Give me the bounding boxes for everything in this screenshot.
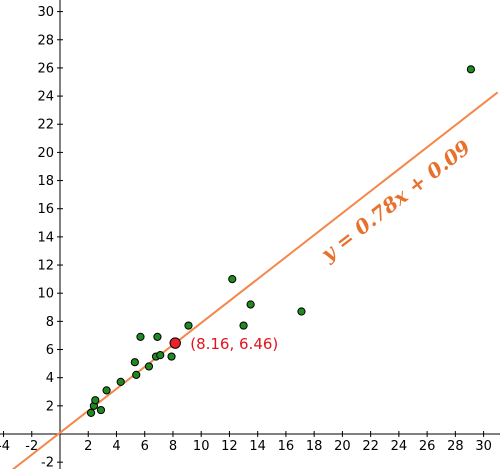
data-point <box>184 321 193 330</box>
data-point <box>136 332 145 341</box>
x-tick-label: 16 <box>278 439 295 454</box>
x-tick-label: 8 <box>169 439 177 454</box>
data-point <box>297 307 306 316</box>
x-tick-label: 12 <box>221 439 238 454</box>
x-tick-label: 6 <box>141 439 149 454</box>
y-tick-label: 14 <box>37 230 54 245</box>
regression-line-group <box>11 91 499 469</box>
y-tick-label: 20 <box>37 146 54 161</box>
data-point <box>96 405 106 415</box>
x-tick-label: 28 <box>447 439 464 454</box>
data-point <box>91 396 100 405</box>
y-tick-label: 28 <box>37 33 54 48</box>
data-point <box>86 408 96 417</box>
x-tick-label: -4 <box>0 439 10 454</box>
x-tick-label: -2 <box>25 439 38 454</box>
y-tick-label: 26 <box>37 61 54 76</box>
x-tick-label: 10 <box>193 439 210 454</box>
data-point <box>156 351 165 360</box>
data-point <box>466 65 475 74</box>
regression-line <box>11 91 499 469</box>
y-tick-label: 12 <box>37 259 54 274</box>
mean-point-label: (8.16, 6.46) <box>190 335 278 353</box>
data-point <box>228 275 237 284</box>
y-tick-label: 16 <box>37 202 54 217</box>
x-tick-label: 30 <box>475 439 492 454</box>
mean-point-group <box>169 337 181 349</box>
y-tick-label: 18 <box>37 174 54 189</box>
regression-equation-label: y = 0.78x + 0.09 <box>316 135 476 267</box>
y-tick-label: 10 <box>37 287 54 302</box>
y-tick-label: 30 <box>37 5 54 20</box>
y-tick-label: 4 <box>46 371 54 386</box>
y-tick-label: 6 <box>46 343 54 358</box>
x-tick-label: 14 <box>249 439 266 454</box>
data-point <box>132 370 141 379</box>
x-tick-label: 26 <box>419 439 436 454</box>
data-point <box>246 300 255 309</box>
data-point <box>153 332 162 341</box>
y-tick-label: 2 <box>46 399 54 414</box>
x-tick-label: 2 <box>84 439 92 454</box>
x-tick-label: 20 <box>334 439 351 454</box>
x-tick-label: 18 <box>306 439 323 454</box>
x-tick-label: 24 <box>391 439 408 454</box>
y-tick-label: 8 <box>46 315 54 330</box>
data-point <box>239 321 248 330</box>
data-point <box>130 358 139 367</box>
data-point <box>167 352 176 361</box>
mean-point <box>169 337 181 349</box>
data-point <box>102 386 111 395</box>
data-point <box>116 377 125 387</box>
x-tick-label: 4 <box>112 439 120 454</box>
data-point <box>144 362 154 371</box>
data-points <box>86 65 475 417</box>
y-tick-label: 22 <box>37 118 54 133</box>
y-tick-label: -2 <box>41 456 54 469</box>
x-tick-label: 22 <box>362 439 379 454</box>
y-tick-label: 24 <box>37 90 54 105</box>
